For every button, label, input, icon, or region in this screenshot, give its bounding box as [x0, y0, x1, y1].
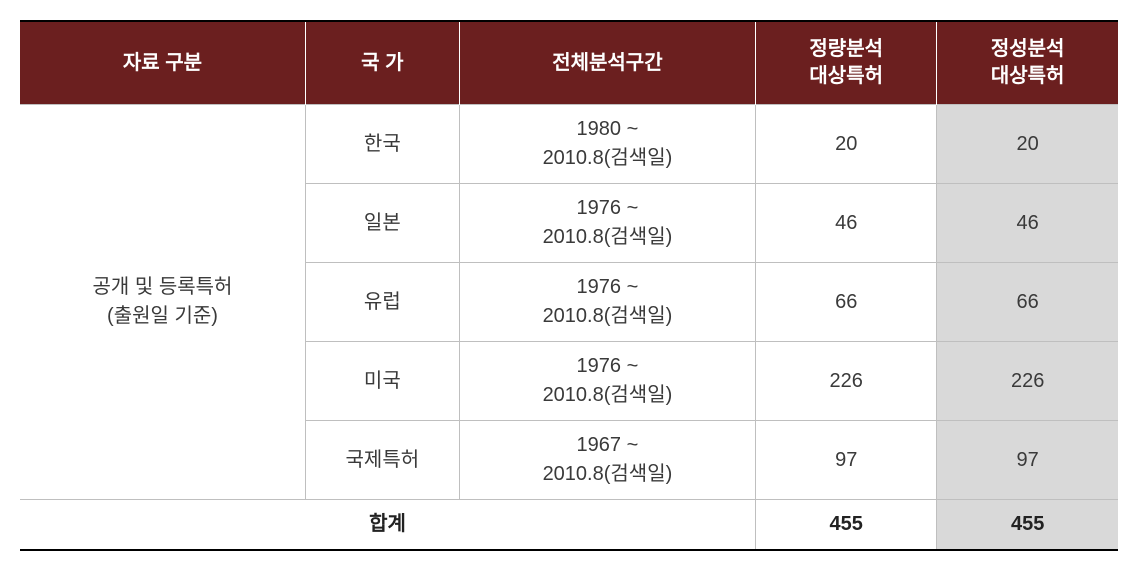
country-cell: 한국: [305, 105, 459, 184]
patent-table-container: 자료 구분 국 가 전체분석구간 정량분석대상특허 정성분석대상특허 공개 및 …: [20, 20, 1118, 551]
country-cell: 미국: [305, 342, 459, 421]
table-row: 공개 및 등록특허(출원일 기준) 한국 1980 ~2010.8(검색일) 2…: [20, 105, 1118, 184]
table-header-row: 자료 구분 국 가 전체분석구간 정량분석대상특허 정성분석대상특허: [20, 21, 1118, 105]
col-header-quant: 정량분석대상특허: [756, 21, 937, 105]
country-cell: 국제특허: [305, 421, 459, 500]
quant-cell: 66: [756, 263, 937, 342]
qual-cell: 226: [937, 342, 1118, 421]
period-cell: 1980 ~2010.8(검색일): [459, 105, 755, 184]
total-qual: 455: [937, 500, 1118, 551]
quant-cell: 20: [756, 105, 937, 184]
total-quant: 455: [756, 500, 937, 551]
category-cell: 공개 및 등록특허(출원일 기준): [20, 105, 305, 500]
col-header-category: 자료 구분: [20, 21, 305, 105]
qual-cell: 66: [937, 263, 1118, 342]
qual-cell: 97: [937, 421, 1118, 500]
period-cell: 1976 ~2010.8(검색일): [459, 184, 755, 263]
country-cell: 일본: [305, 184, 459, 263]
period-cell: 1976 ~2010.8(검색일): [459, 263, 755, 342]
quant-cell: 97: [756, 421, 937, 500]
col-header-period: 전체분석구간: [459, 21, 755, 105]
period-cell: 1967 ~2010.8(검색일): [459, 421, 755, 500]
col-header-qual: 정성분석대상특허: [937, 21, 1118, 105]
period-cell: 1976 ~2010.8(검색일): [459, 342, 755, 421]
qual-cell: 20: [937, 105, 1118, 184]
total-label: 합계: [20, 500, 756, 551]
table-total-row: 합계 455 455: [20, 500, 1118, 551]
quant-cell: 46: [756, 184, 937, 263]
patent-table: 자료 구분 국 가 전체분석구간 정량분석대상특허 정성분석대상특허 공개 및 …: [20, 20, 1118, 551]
col-header-country: 국 가: [305, 21, 459, 105]
qual-cell: 46: [937, 184, 1118, 263]
quant-cell: 226: [756, 342, 937, 421]
country-cell: 유럽: [305, 263, 459, 342]
